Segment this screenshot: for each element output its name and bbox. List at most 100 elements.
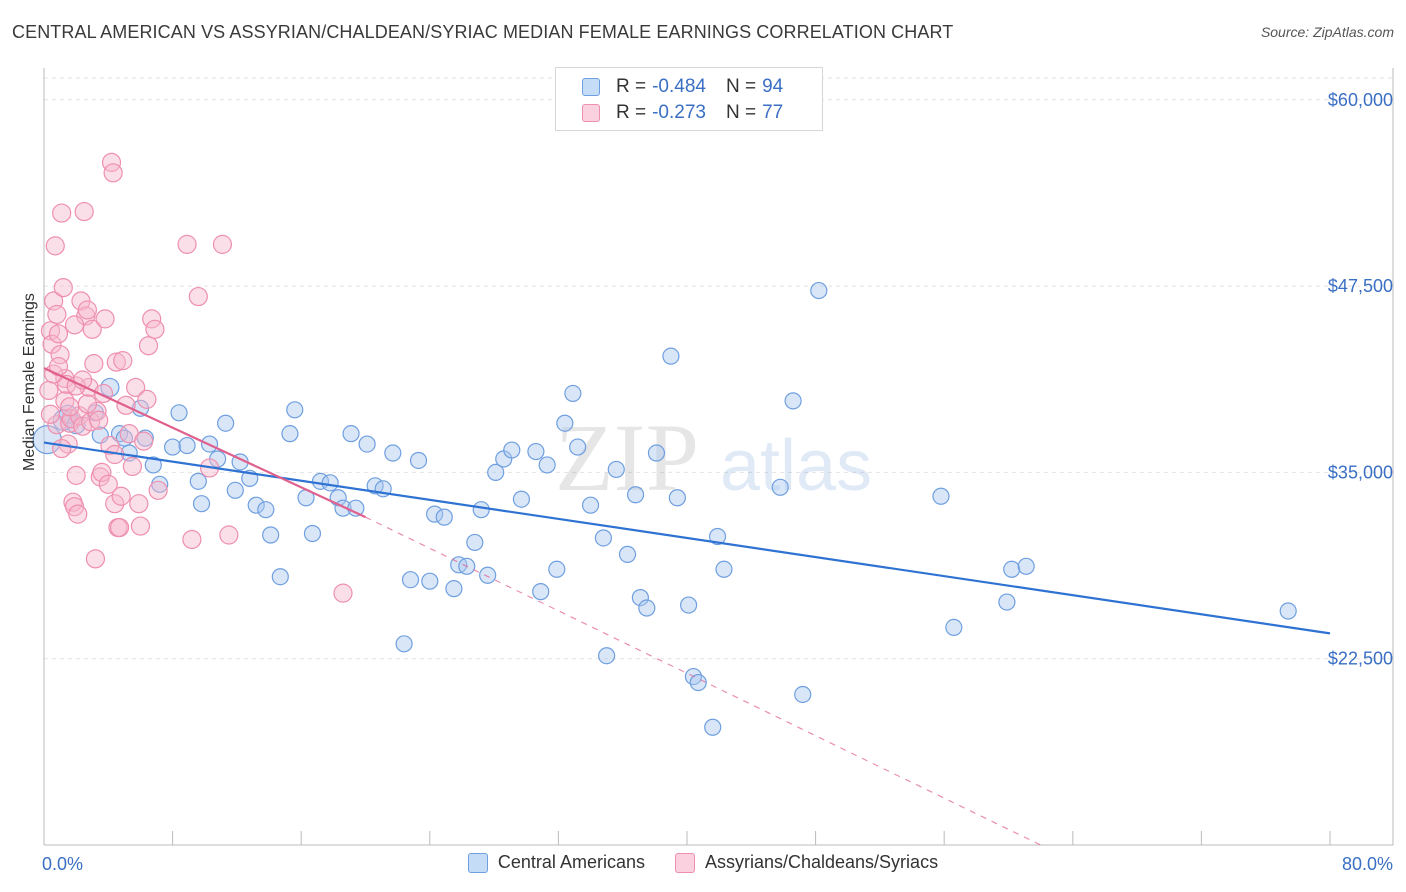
- trend-lines: [43, 367, 1331, 846]
- point-central-american: [556, 414, 574, 432]
- point-assyrian: [74, 201, 94, 222]
- point-central-american: [487, 463, 505, 482]
- legend-r-label: R =: [616, 76, 647, 97]
- legend-swatch-blue: [467, 852, 488, 873]
- point-central-american: [647, 444, 666, 462]
- point-central-american: [170, 404, 188, 422]
- point-assyrian: [219, 525, 239, 545]
- point-assyrian: [39, 380, 59, 401]
- point-assyrian: [60, 397, 80, 417]
- point-central-american: [435, 508, 453, 526]
- point-central-american: [257, 501, 275, 519]
- point-assyrian: [68, 504, 88, 524]
- point-central-american: [689, 673, 707, 692]
- point-central-american: [217, 414, 235, 432]
- point-central-american: [564, 384, 582, 403]
- point-central-american: [286, 401, 304, 419]
- point-central-american: [532, 583, 550, 601]
- point-assyrian: [52, 203, 72, 223]
- point-central-american: [303, 524, 322, 543]
- point-assyrian: [111, 486, 131, 506]
- point-central-american: [321, 474, 339, 492]
- point-central-american: [708, 527, 727, 546]
- point-central-american: [569, 438, 587, 456]
- point-central-american: [631, 588, 649, 607]
- point-assyrian: [126, 377, 146, 398]
- legend-swatch-pink: [674, 852, 695, 873]
- point-assyrian: [89, 410, 109, 430]
- point-central-american: [548, 560, 566, 578]
- watermark-atlas: atlas: [720, 426, 872, 506]
- point-assyrian: [40, 404, 61, 424]
- y-tick-label: $35,000: [1328, 462, 1393, 482]
- point-assyrian: [53, 277, 73, 298]
- legend-swatch-blue: [582, 78, 600, 96]
- point-central-american: [192, 495, 211, 513]
- legend-r-label: R =: [616, 102, 647, 123]
- point-central-american: [479, 566, 497, 584]
- point-central-american: [512, 490, 531, 508]
- point-central-american: [998, 593, 1016, 611]
- point-central-american: [1017, 557, 1035, 575]
- point-central-american: [662, 347, 680, 365]
- y-tick-label: $60,000: [1328, 90, 1393, 110]
- watermark: ZIP atlas: [555, 404, 872, 511]
- point-central-american: [472, 501, 490, 519]
- point-assyrian: [130, 516, 151, 536]
- point-central-american: [784, 392, 802, 410]
- legend-label-central-americans: Central Americans: [497, 852, 645, 872]
- legend-item-central-americans[interactable]: Central Americans: [467, 852, 645, 873]
- point-central-american: [810, 281, 828, 300]
- point-assyrian: [85, 549, 106, 569]
- point-central-american: [421, 572, 439, 590]
- legend-label-assyrians: Assyrians/Chaldeans/Syriacs: [704, 852, 939, 872]
- point-assyrian: [333, 583, 353, 603]
- point-assyrian: [45, 236, 65, 256]
- point-assyrian: [42, 334, 62, 354]
- legend-row-central-americans: R = -0.484 N = 94: [582, 74, 783, 100]
- point-central-american: [262, 526, 280, 544]
- x-tick-label-max: 80.0%: [1342, 854, 1393, 874]
- point-assyrian: [106, 352, 126, 372]
- source-note: Source: ZipAtlas.com: [1260, 24, 1394, 40]
- point-assyrian: [182, 529, 202, 550]
- point-assyrian: [138, 336, 159, 356]
- point-assyrian: [129, 494, 149, 514]
- point-central-american: [581, 496, 600, 514]
- legend-item-assyrians[interactable]: Assyrians/Chaldeans/Syriacs: [674, 852, 939, 873]
- point-central-american: [247, 496, 265, 514]
- point-central-american: [466, 533, 484, 552]
- point-central-american: [164, 438, 182, 456]
- point-central-american: [503, 441, 521, 459]
- point-central-american: [384, 444, 402, 462]
- point-assyrian: [148, 480, 168, 500]
- point-central-american: [1279, 602, 1297, 620]
- point-central-american: [945, 618, 963, 637]
- point-assyrian: [77, 300, 98, 320]
- point-central-american: [668, 489, 686, 507]
- point-assyrian: [64, 315, 85, 335]
- legend-n-label: N =: [725, 102, 757, 123]
- point-central-american: [794, 685, 812, 704]
- point-central-american: [538, 456, 556, 474]
- point-assyrian: [98, 474, 118, 494]
- point-central-american: [395, 635, 413, 653]
- point-central-american: [626, 486, 645, 504]
- point-central-american: [401, 571, 420, 589]
- point-assyrian: [50, 345, 70, 365]
- trend-line-assyrians-extrapolated: [365, 516, 1041, 846]
- point-central-american: [598, 647, 616, 665]
- point-assyrian: [137, 389, 157, 409]
- point-central-american: [271, 568, 289, 586]
- point-assyrian: [145, 319, 165, 339]
- point-central-american: [618, 545, 637, 563]
- series-assyrians: [39, 152, 353, 603]
- trend-line-assyrians: [43, 367, 366, 519]
- point-assyrian: [134, 431, 154, 451]
- point-central-american: [771, 478, 789, 496]
- point-assyrian: [84, 354, 104, 374]
- point-central-american: [189, 472, 207, 490]
- point-assyrian: [92, 462, 112, 483]
- point-central-american: [594, 529, 613, 547]
